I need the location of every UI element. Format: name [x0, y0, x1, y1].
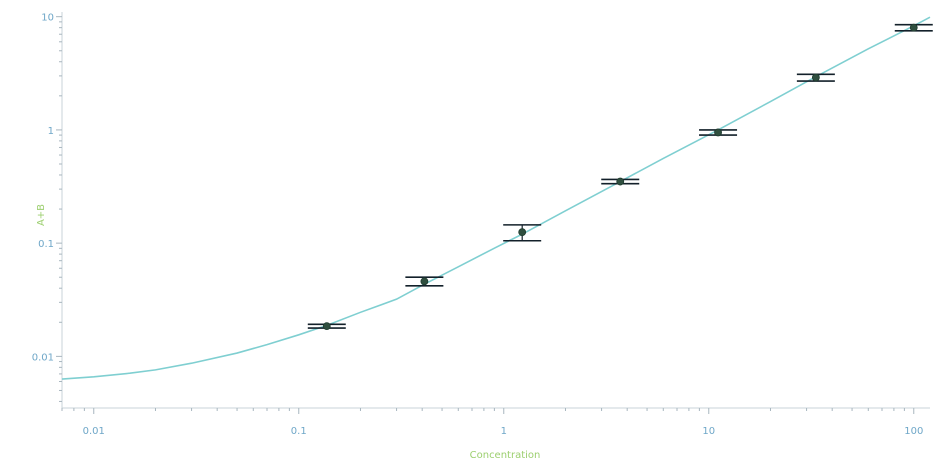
x-axis-title: Concentration: [470, 450, 541, 461]
tick-marks: [56, 16, 915, 414]
data-points: [307, 23, 933, 331]
data-point: [714, 128, 722, 137]
data-point: [420, 277, 429, 286]
y-tick-label: 0.01: [32, 352, 54, 363]
y-tick-label: 10: [41, 13, 54, 24]
y-axis-title: A+B: [36, 204, 47, 226]
data-point: [616, 177, 625, 186]
data-point: [811, 73, 820, 82]
x-tick-label: 0.1: [291, 426, 307, 437]
data-point-group: [601, 177, 640, 186]
x-tick-label: 0.01: [83, 426, 105, 437]
data-point-group: [699, 128, 738, 137]
x-tick-label: 10: [702, 426, 715, 437]
axes: [61, 12, 930, 409]
y-tick-label: 1: [48, 126, 54, 137]
data-point-group: [796, 73, 835, 82]
fit-curve: [61, 16, 931, 380]
y-tick-label: 0.1: [38, 239, 54, 250]
x-tick-label: 100: [904, 426, 923, 437]
x-tick-label: 1: [501, 426, 507, 437]
data-point-group: [405, 276, 444, 287]
data-point: [909, 23, 918, 32]
data-point-group: [503, 224, 542, 242]
tick-labels: 0.01 0.1 1 10 100 0.01 0.1 1 10: [32, 13, 924, 437]
data-point-group: [894, 23, 933, 32]
data-point: [322, 322, 331, 331]
data-point: [518, 228, 527, 237]
data-point-group: [307, 322, 346, 331]
